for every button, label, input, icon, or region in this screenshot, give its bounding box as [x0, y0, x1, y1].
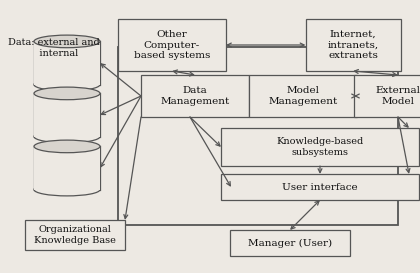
- Bar: [354, 75, 420, 117]
- Ellipse shape: [34, 130, 100, 143]
- Text: External
Model: External Model: [375, 86, 420, 106]
- Bar: [34, 93, 100, 136]
- Text: Other
Computer-
based systems: Other Computer- based systems: [134, 30, 210, 60]
- Text: Data: external and
   internal: Data: external and internal: [8, 38, 100, 58]
- Ellipse shape: [34, 183, 100, 196]
- Bar: [230, 230, 350, 256]
- Text: Organizational
Knowledge Base: Organizational Knowledge Base: [34, 225, 116, 245]
- Bar: [305, 19, 401, 71]
- Text: Knowledge-based
subsystems: Knowledge-based subsystems: [276, 137, 364, 157]
- Bar: [34, 146, 100, 190]
- Text: Manager (User): Manager (User): [248, 238, 332, 248]
- Ellipse shape: [34, 35, 100, 48]
- Text: User interface: User interface: [282, 182, 358, 191]
- Bar: [221, 174, 419, 200]
- Bar: [141, 75, 249, 117]
- Bar: [118, 47, 398, 225]
- Bar: [25, 220, 125, 250]
- Bar: [118, 19, 226, 71]
- Ellipse shape: [34, 87, 100, 100]
- Text: Model
Management: Model Management: [268, 86, 338, 106]
- Text: Internet,
intranets,
extranets: Internet, intranets, extranets: [328, 30, 378, 60]
- Ellipse shape: [34, 140, 100, 153]
- Text: Data
Management: Data Management: [160, 86, 230, 106]
- Ellipse shape: [34, 78, 100, 91]
- Bar: [249, 75, 357, 117]
- Bar: [34, 41, 100, 85]
- Bar: [221, 128, 419, 166]
